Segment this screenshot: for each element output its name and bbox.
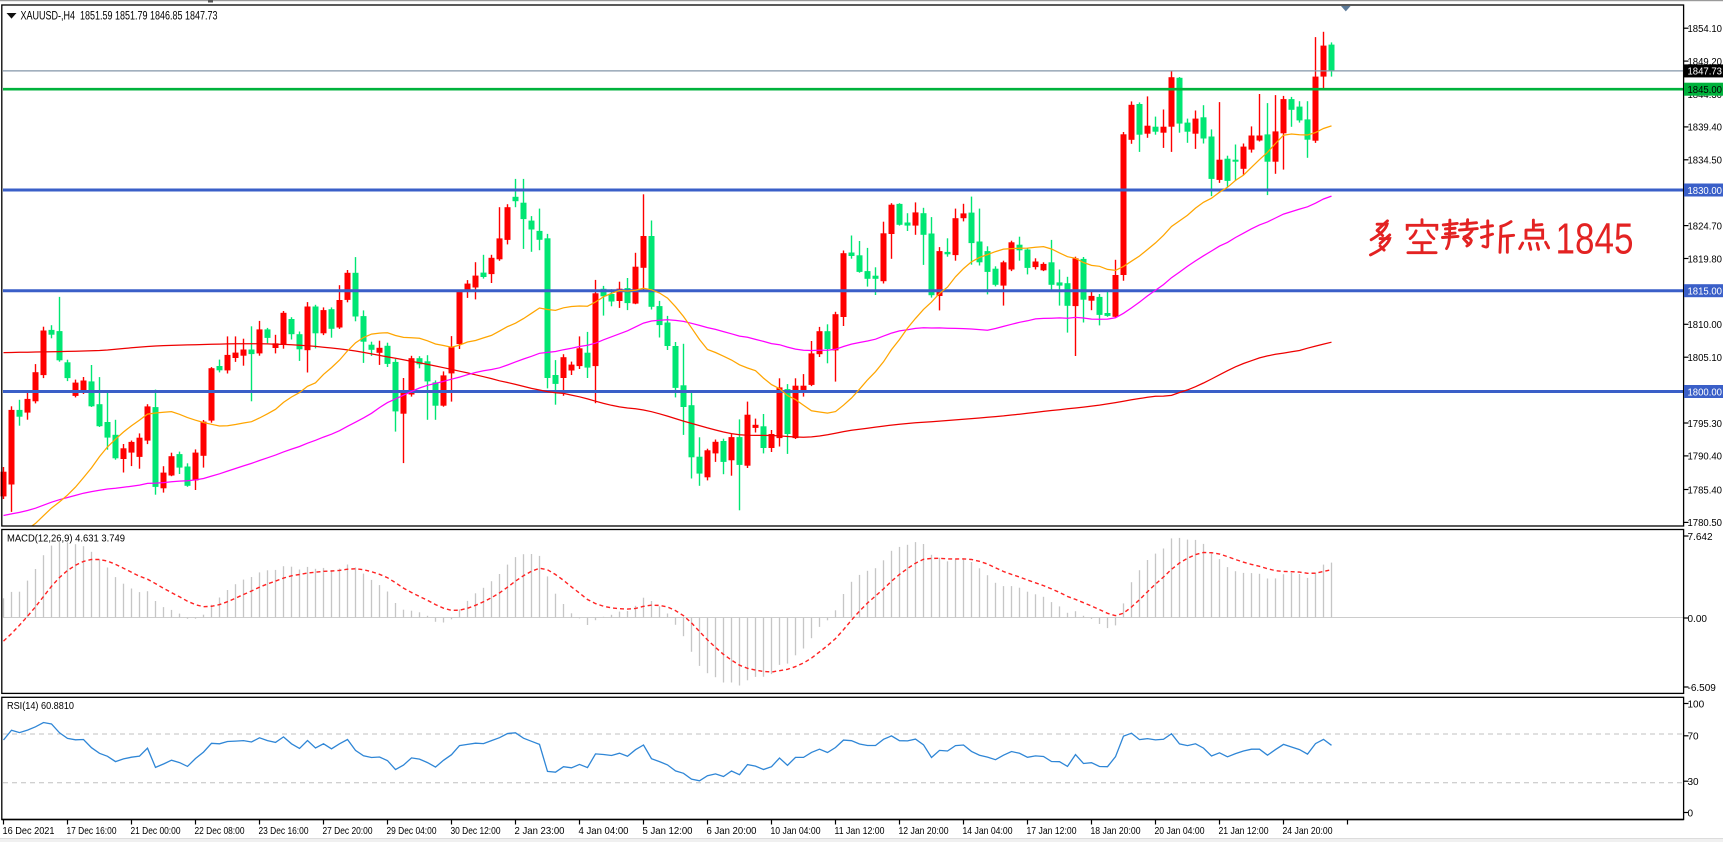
svg-text:4 Jan 04:00: 4 Jan 04:00 <box>579 825 629 837</box>
svg-text:0.00: 0.00 <box>1688 614 1708 625</box>
svg-text:1839.40: 1839.40 <box>1688 123 1723 134</box>
svg-text:7.642: 7.642 <box>1688 532 1713 543</box>
svg-text:1805.10: 1805.10 <box>1688 353 1723 364</box>
svg-text:1854.10: 1854.10 <box>1688 24 1723 35</box>
svg-text:27 Dec 20:00: 27 Dec 20:00 <box>323 825 373 837</box>
svg-text:1800.00: 1800.00 <box>1688 387 1723 398</box>
svg-text:0: 0 <box>1688 808 1694 819</box>
svg-text:100: 100 <box>1688 699 1705 710</box>
svg-text:24 Jan 20:00: 24 Jan 20:00 <box>1283 825 1333 837</box>
svg-text:-6.509: -6.509 <box>1688 683 1717 694</box>
svg-text:MACD(12,26,9) 4.631 3.749: MACD(12,26,9) 4.631 3.749 <box>7 534 125 545</box>
svg-text:RSI(14) 60.8810: RSI(14) 60.8810 <box>7 701 74 712</box>
svg-text:30 Dec 12:00: 30 Dec 12:00 <box>451 825 501 837</box>
svg-text:16 Dec 2021: 16 Dec 2021 <box>3 825 55 837</box>
svg-text:1810.00: 1810.00 <box>1688 320 1723 331</box>
svg-text:1830.00: 1830.00 <box>1688 186 1723 197</box>
svg-text:12 Jan 20:00: 12 Jan 20:00 <box>899 825 949 837</box>
svg-text:17 Jan 12:00: 17 Jan 12:00 <box>1027 825 1077 837</box>
svg-text:17 Dec 16:00: 17 Dec 16:00 <box>67 825 117 837</box>
svg-text:6 Jan 20:00: 6 Jan 20:00 <box>707 825 757 837</box>
svg-text:1849.20: 1849.20 <box>1688 57 1723 68</box>
svg-text:22 Dec 08:00: 22 Dec 08:00 <box>195 825 245 837</box>
svg-text:1845: 1845 <box>1556 215 1634 264</box>
svg-text:30: 30 <box>1688 777 1700 788</box>
svg-text:18 Jan 20:00: 18 Jan 20:00 <box>1091 825 1141 837</box>
svg-text:1780.50: 1780.50 <box>1688 518 1723 529</box>
svg-text:21 Dec 00:00: 21 Dec 00:00 <box>131 825 181 837</box>
svg-text:23 Dec 16:00: 23 Dec 16:00 <box>259 825 309 837</box>
svg-text:11 Jan 12:00: 11 Jan 12:00 <box>835 825 885 837</box>
svg-text:XAUUSD-,H4 1851.59 1851.79 18: XAUUSD-,H4 1851.59 1851.79 1846.85 1847.… <box>21 11 218 23</box>
svg-text:1845.00: 1845.00 <box>1688 85 1723 96</box>
svg-text:20 Jan 04:00: 20 Jan 04:00 <box>1155 825 1205 837</box>
svg-text:29 Dec 04:00: 29 Dec 04:00 <box>387 825 437 837</box>
svg-text:1815.00: 1815.00 <box>1688 287 1723 298</box>
svg-text:1795.30: 1795.30 <box>1688 419 1723 430</box>
svg-text:5 Jan 12:00: 5 Jan 12:00 <box>643 825 693 837</box>
svg-text:14 Jan 04:00: 14 Jan 04:00 <box>963 825 1013 837</box>
svg-text:70: 70 <box>1688 732 1700 743</box>
svg-text:1790.40: 1790.40 <box>1688 452 1723 463</box>
svg-text:10 Jan 04:00: 10 Jan 04:00 <box>771 825 821 837</box>
svg-text:1785.40: 1785.40 <box>1688 485 1723 496</box>
svg-text:1847.73: 1847.73 <box>1688 67 1723 78</box>
svg-text:1819.80: 1819.80 <box>1688 254 1723 265</box>
svg-text:21 Jan 12:00: 21 Jan 12:00 <box>1219 825 1269 837</box>
svg-text:1824.70: 1824.70 <box>1688 221 1723 232</box>
svg-text:2 Jan 23:00: 2 Jan 23:00 <box>515 825 565 837</box>
svg-text:1834.50: 1834.50 <box>1688 156 1723 167</box>
